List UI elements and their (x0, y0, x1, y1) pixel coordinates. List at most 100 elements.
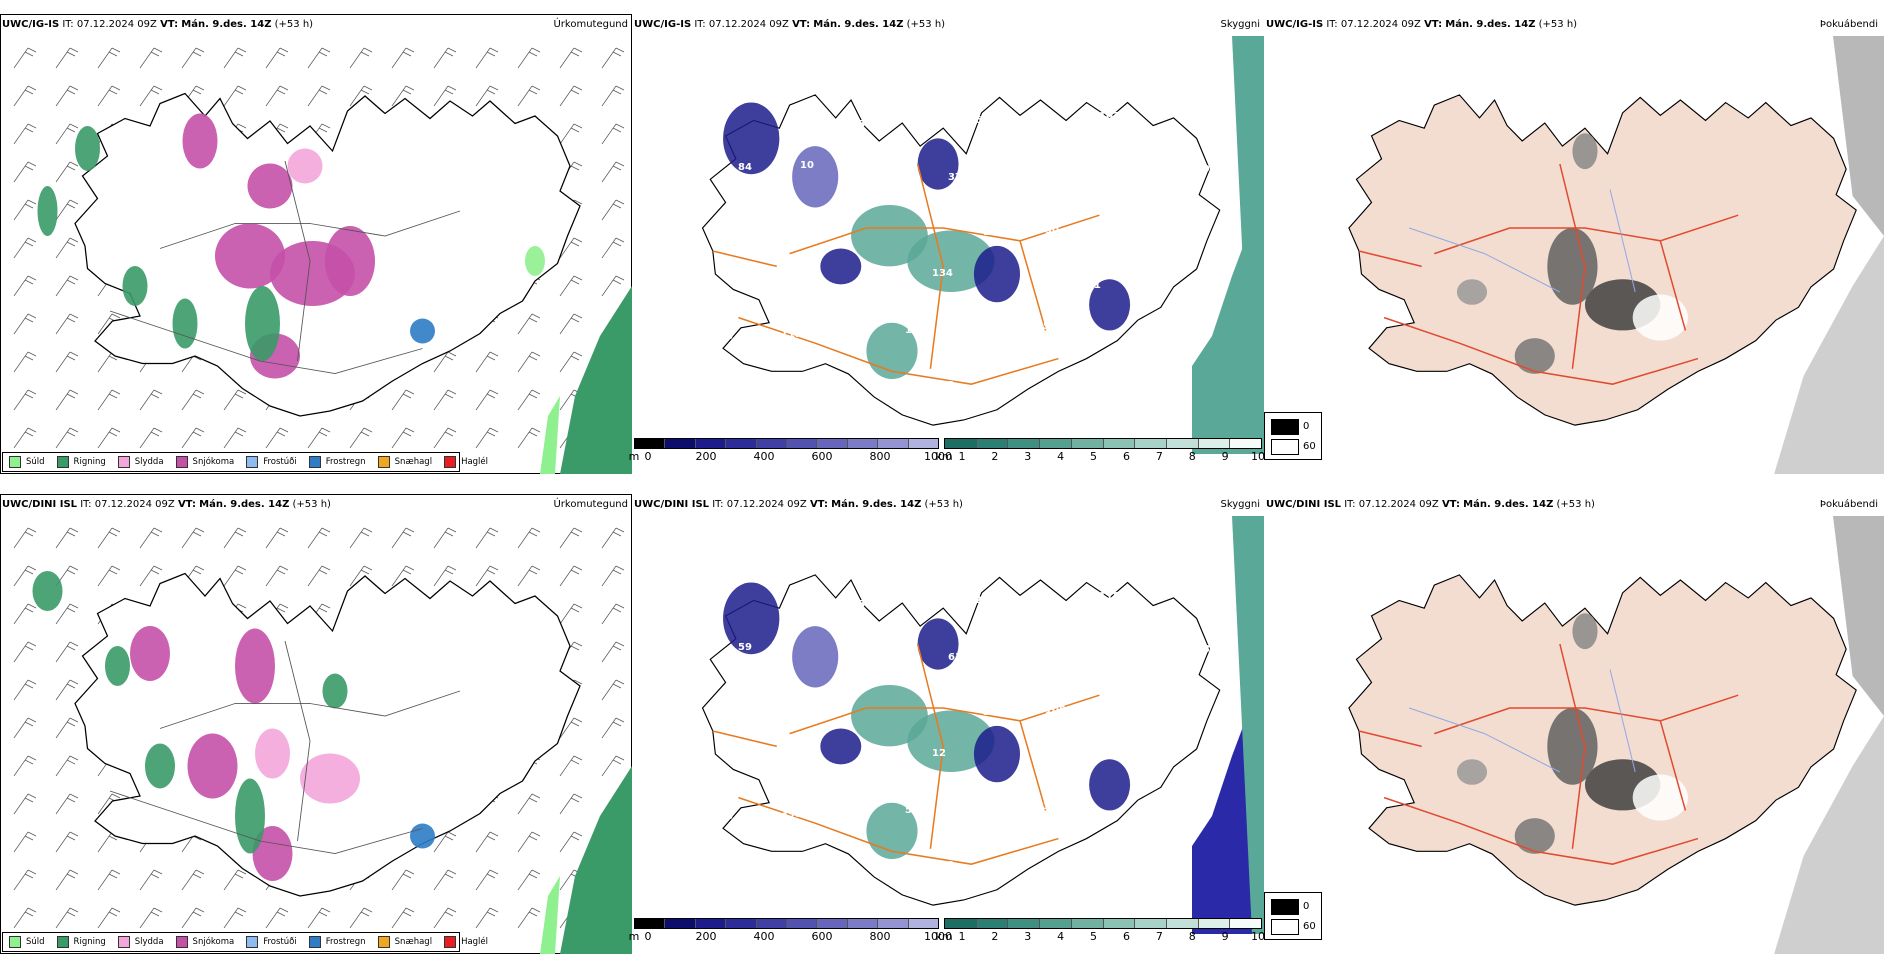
ceiling-value-label: 63 (808, 272, 822, 283)
legend-item: Slydda (117, 456, 164, 468)
ceiling-value-label: 95 (1142, 278, 1156, 289)
ceiling-value-label: 129 (789, 601, 810, 612)
colorbar-unit: m (628, 450, 640, 463)
panel-title: UWC/DINI ISL IT: 07.12.2024 09Z VT: Mán.… (2, 499, 331, 510)
colorbar-tick-label: 1 (958, 450, 966, 463)
precip-map (13, 527, 632, 954)
colorbar-unit: m (628, 930, 640, 943)
fog-legend-black-swatch (1271, 419, 1299, 435)
fog-map (1348, 516, 1884, 954)
ceiling-value-label: 134 (932, 268, 953, 279)
legend-swatch (175, 936, 188, 948)
legend-swatch (308, 456, 321, 468)
precip-legend: Súld Rigning Slydda Snjókoma Frostúði Frostre… (2, 932, 488, 952)
colorbar-tick-label: 7 (1155, 930, 1163, 943)
colorbar-tick-label: 4 (1057, 450, 1065, 463)
ceiling-value-label: 128 (1072, 648, 1093, 659)
legend-swatch (56, 456, 69, 468)
legend-swatch (246, 936, 259, 948)
ceiling-value-label: 120 (1072, 168, 1093, 179)
ceiling-value-label: 12 (932, 748, 946, 759)
ceiling-panel-1: UWC/IG-IS IT: 07.12.2024 09Z VT: Mán. 9.… (628, 14, 1265, 474)
legend-label: Slydda (134, 937, 164, 947)
ceiling-value-label: 113 (1029, 801, 1050, 812)
colorbar-tick-label: 2 (991, 450, 999, 463)
legend-label: Slydda (134, 457, 164, 467)
colorbar-tick-label: 8 (1188, 930, 1196, 943)
precip-map (13, 47, 632, 474)
panel-type-label: Úrkomutegund (553, 499, 628, 510)
ceiling-value-label: 18 (719, 811, 733, 822)
visibility-colorbar: km 1 2 3 4 5 6 7 8 9 10 (935, 918, 1265, 943)
ceiling-value-label: 97 (886, 654, 900, 665)
ceiling-value-label: 37 (754, 386, 768, 397)
ceiling-value-label: 118 (1099, 591, 1120, 602)
legend-swatch (117, 936, 130, 948)
colorbar-tick-label: 3 (1024, 450, 1032, 463)
fog-panel-2: UWC/DINI ISL IT: 07.12.2024 09Z VT: Mán.… (1264, 494, 1896, 954)
fog-legend-white-swatch (1271, 439, 1299, 455)
ceiling-value-label: 84 (738, 162, 752, 173)
ceiling-value-label: 28 (851, 119, 865, 130)
legend-swatch (246, 456, 259, 468)
ceiling-value-label: 84 (1037, 593, 1051, 604)
ceiling-map: 96 171 172 142 131 55 37 28 37 30 95 28 80 70 111 118 16… (692, 36, 1264, 454)
ceiling-value-label: 248 (773, 217, 794, 228)
ceiling-value-label: 145 (1029, 321, 1050, 332)
fog-legend-low-label: 0 (1303, 421, 1310, 432)
ceiling-value-label: 113 (905, 325, 926, 336)
ceiling-value-label: 21 (878, 382, 892, 393)
legend-item: Snjókoma (175, 936, 235, 948)
ceiling-value-label: 71 (1107, 703, 1121, 714)
panel-type-label: Úrkomutegund (553, 19, 628, 30)
colorbar-tick-label: 10 (1251, 450, 1265, 463)
colorbar-tick-label: 7 (1155, 450, 1163, 463)
fog-legend-high-label: 60 (1303, 441, 1316, 452)
ceiling-value-label: 171 (789, 121, 810, 132)
colorbar-tick-label: 9 (1221, 930, 1229, 943)
colorbar-tick-label: 400 (753, 930, 775, 943)
legend-item: Súld (9, 456, 45, 468)
legend-item: Slydda (117, 936, 164, 948)
legend-label: Súld (26, 457, 45, 467)
legend-swatch (175, 456, 188, 468)
ceiling-value-label: 226 (975, 595, 996, 606)
panel-frame (0, 14, 632, 474)
precip-panel-1: UWC/IG-IS IT: 07.12.2024 09Z VT: Mán. 9.… (0, 14, 632, 474)
ceiling-value-label: 70 (913, 117, 927, 128)
ceiling-value-label: 55 (1177, 333, 1191, 344)
ceiling-value-label: 150 (1134, 646, 1155, 657)
colorbar-tick-label: 600 (811, 450, 833, 463)
ceiling-value-label: 45 (1204, 756, 1218, 767)
colorbar-tick-label: 9 (1221, 450, 1229, 463)
colorbar-tick-label: 0 (644, 450, 652, 463)
colorbar-tick-label: 5 (1090, 930, 1098, 943)
ceiling-value-label: 56 (1037, 113, 1051, 124)
colorbar-tick-label: 3 (1024, 930, 1032, 943)
ceiling-value-label: 70 (816, 864, 830, 875)
legend-item: Haglél (444, 936, 488, 948)
ceiling-value-label: 47 (1064, 856, 1078, 867)
legend-item: Frostúði (246, 936, 297, 948)
colorbar-tick-label: 6 (1122, 450, 1130, 463)
legend-label: Snjókoma (192, 937, 235, 947)
ceiling-value-label: 102 (1099, 111, 1120, 122)
legend-swatch (117, 456, 130, 468)
ceiling-value-label: 78 (870, 750, 884, 761)
ceiling-value-label: 131 (1080, 280, 1101, 291)
ceiling-value-label: 161 (1204, 276, 1225, 287)
ceiling-value-label: 22 (1142, 758, 1156, 769)
fog-panel-1: UWC/IG-IS IT: 07.12.2024 09Z VT: Mán. 9.… (1264, 14, 1896, 474)
ceiling-value-label: 47 (1169, 701, 1183, 712)
fog-legend-black-swatch (1271, 899, 1299, 915)
legend-swatch (9, 936, 21, 948)
visibility-colorbar: km 1 2 3 4 5 6 7 8 9 10 (935, 438, 1265, 463)
panel-title: UWC/IG-IS IT: 07.12.2024 09Z VT: Mán. 9.… (634, 19, 946, 30)
fog-legend-high-label: 60 (1303, 921, 1316, 932)
legend-label: Snæhagl (394, 457, 433, 467)
ceiling-value-label: 371 (1169, 221, 1190, 232)
ceiling-value-label: 59 (738, 642, 752, 653)
legend-swatch (9, 456, 21, 468)
ceiling-value-label: 72 (1002, 858, 1016, 869)
panel-title: UWC/IG-IS IT: 07.12.2024 09Z VT: Mán. 9.… (1266, 19, 1578, 30)
